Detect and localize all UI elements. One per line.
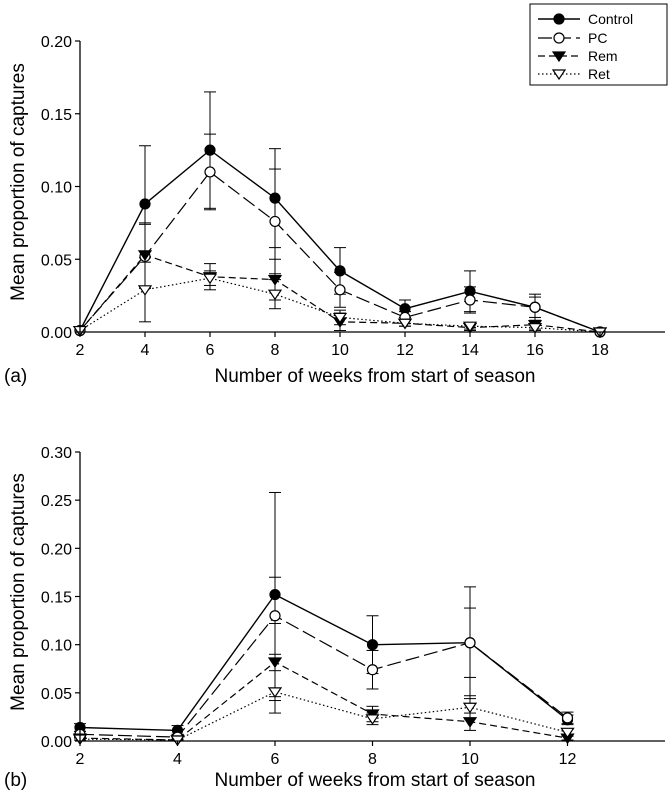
panel-b-y-tick-label: 0.15	[41, 590, 72, 607]
panel-a-markers	[72, 144, 608, 339]
legend-label-rem: Rem	[588, 48, 618, 64]
panel-a-x-tick-label: 6	[206, 342, 215, 359]
panel-a-point-ret	[137, 285, 153, 296]
panel-a-point-ret	[332, 312, 348, 324]
legend-box	[529, 3, 668, 86]
panel-b-series-line-rem	[79, 661, 568, 741]
panel-a-point-ret	[527, 323, 543, 334]
panel-a-y-tick-label: 0.10	[41, 180, 72, 197]
panel-a-point-rem	[137, 250, 153, 261]
panel-b-x-tick-label: 12	[559, 751, 577, 768]
panel-b-y-axis-title: Mean proportion of captures	[8, 473, 29, 711]
panel-a-point-control	[139, 198, 151, 210]
panel-a-x-tick-label: 4	[141, 342, 150, 359]
panel-a-y-tick-label: 0.00	[41, 325, 72, 342]
panel-b-label: (b)	[4, 770, 27, 791]
panel-a-point-pc	[269, 215, 281, 228]
panel-a-point-ret	[397, 318, 413, 330]
panel-b-y-tick-label: 0.05	[41, 686, 72, 703]
panel-b-point-pc	[366, 664, 379, 676]
panel-a-point-control	[269, 192, 281, 204]
panel-a-point-rem	[267, 275, 283, 286]
panel-b-point-control	[269, 588, 281, 601]
panel-a-point-control	[204, 144, 216, 156]
legend-label-pc: PC	[588, 30, 607, 46]
panel-b-x-tick-label: 6	[271, 751, 280, 768]
panel-b-point-ret	[560, 727, 575, 739]
legend-label-ret: Ret	[588, 66, 610, 82]
panel-b-y-tick-label: 0.30	[41, 445, 72, 462]
panel-b-x-tick-label: 2	[76, 751, 85, 768]
legend-marker-rem	[551, 51, 567, 63]
legend-label-control: Control	[588, 11, 633, 27]
panel-b-y-tick-label: 0.00	[41, 734, 72, 751]
panel-b-point-control	[366, 639, 379, 651]
panel-a-x-tick-label: 2	[76, 342, 85, 359]
panel-a-point-ret	[462, 321, 478, 333]
panel-a-x-tick-label: 8	[271, 342, 280, 359]
panel-a-y-tick-label: 0.20	[41, 34, 72, 51]
panel-a-x-tick-label: 14	[461, 342, 479, 359]
panel-a-point-ret	[267, 289, 283, 301]
panel-b-markers	[72, 588, 575, 747]
legend-item-ret: Ret	[538, 66, 610, 82]
panel-b-point-ret	[462, 702, 478, 714]
panel-a-point-control	[334, 265, 346, 277]
panel-b-x-tick-label: 8	[368, 751, 377, 768]
panel-a-y-axis-title: Mean proportion of captures	[8, 63, 29, 301]
panel-b-y-tick-label: 0.10	[41, 638, 72, 655]
chart-panel-a: 2 4 6 8 10 12 14 16 18 0.00 0.05 0.10 0.15 0.20 Numbe…	[4, 3, 668, 387]
panel-b-y-tick-label: 0.20	[41, 541, 72, 558]
panel-a-point-pc	[529, 301, 541, 313]
panel-b-point-rem	[462, 717, 478, 728]
panel-a-point-pc	[464, 294, 476, 306]
panel-b-x-tick-label: 4	[173, 751, 182, 768]
panel-a-x-tick-label: 18	[591, 342, 609, 359]
panel-b-error-bars	[74, 491, 574, 742]
panel-a-x-tick-label: 12	[396, 342, 414, 359]
panel-a-point-ret	[202, 273, 218, 285]
legend-marker-pc	[553, 32, 565, 44]
panel-b-x-axis-title: Number of weeks from start of season	[214, 770, 535, 791]
panel-b-series-lines	[79, 593, 568, 741]
legend-marker-ret	[551, 69, 567, 81]
panel-b-point-pc	[464, 637, 476, 649]
panel-a-point-pc	[334, 284, 346, 296]
panel-b-series-line-control	[79, 593, 568, 732]
panel-b-x-tick-label: 10	[461, 751, 479, 768]
panel-a-x-axis-title: Number of weeks from start of season	[214, 366, 535, 387]
panel-a-series-line-ret	[79, 277, 601, 333]
panel-b-y-tick-label: 0.25	[41, 493, 72, 510]
panel-b-point-ret	[267, 687, 283, 698]
panel-b-point-pc	[269, 610, 281, 622]
panel-b-point-pc	[561, 712, 574, 724]
panel-b-axes: 2 4 6 8 10 12 0.00 0.05 0.10 0.15 0.20 0.25 0.30	[41, 445, 665, 768]
legend-item-pc: PC	[538, 30, 607, 46]
legend-item-control: Control	[538, 11, 633, 27]
panel-a-x-tick-label: 10	[331, 342, 349, 359]
panel-a-x-tick-label: 16	[526, 342, 544, 359]
panel-a-label: (a)	[4, 366, 27, 387]
panel-b-point-ret	[365, 714, 380, 725]
panel-a-y-tick-label: 0.05	[41, 252, 72, 269]
legend-marker-control	[553, 13, 565, 25]
panel-b-series-line-pc	[79, 615, 568, 738]
legend-item-rem: Rem	[538, 48, 618, 64]
panel-a-point-pc	[204, 166, 216, 178]
panel-a-axes: 2 4 6 8 10 12 14 16 18 0.00 0.05 0.10 0.15 0.20	[41, 34, 665, 359]
legend: Control PC Rem Ret	[529, 3, 668, 86]
panel-b-series-line-ret	[79, 691, 568, 741]
chart-panel-b: 2 4 6 8 10 12 0.00 0.05 0.10 0.15 0.20 0.25 0.30 Num…	[4, 445, 665, 791]
panel-b-point-rem	[267, 657, 283, 669]
panel-a-y-tick-label: 0.15	[41, 107, 72, 124]
